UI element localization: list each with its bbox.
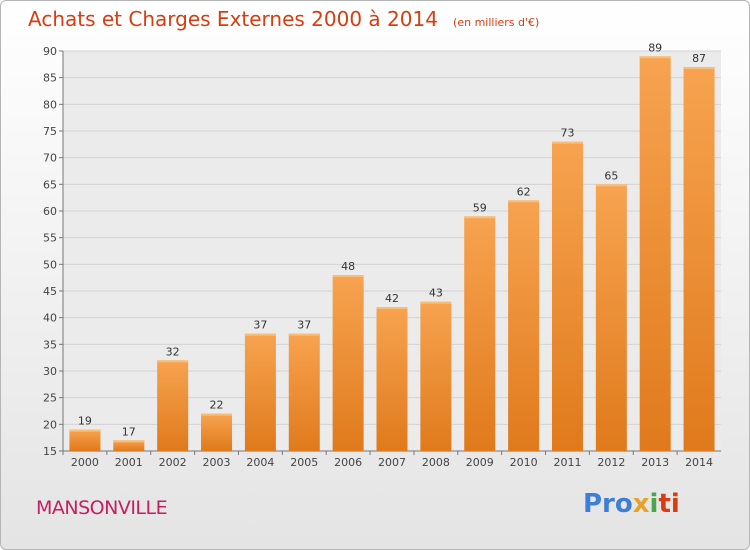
bar-top-highlight bbox=[288, 333, 320, 336]
logo-part-3: i bbox=[649, 489, 659, 519]
x-tick-label: 2004 bbox=[246, 456, 274, 469]
bar bbox=[420, 301, 452, 451]
y-tick-label: 65 bbox=[43, 178, 57, 191]
bar bbox=[376, 307, 408, 451]
data-label: 37 bbox=[297, 319, 311, 332]
data-label: 17 bbox=[122, 425, 136, 438]
bar-top-highlight bbox=[113, 440, 145, 443]
y-tick-label: 15 bbox=[43, 445, 57, 458]
bar bbox=[157, 360, 189, 451]
bar-top-highlight bbox=[201, 413, 233, 416]
bar bbox=[288, 333, 320, 451]
bar-top-highlight bbox=[244, 333, 276, 336]
bar bbox=[69, 429, 101, 451]
bar bbox=[639, 56, 671, 451]
y-tick-label: 40 bbox=[43, 312, 57, 325]
bar-top-highlight bbox=[639, 56, 671, 59]
data-label: 48 bbox=[341, 260, 355, 273]
bar-top-highlight bbox=[683, 67, 715, 69]
y-tick-label: 75 bbox=[43, 125, 57, 138]
bar-top-highlight bbox=[595, 184, 627, 187]
y-tick-label: 90 bbox=[43, 45, 57, 58]
data-label: 37 bbox=[253, 319, 267, 332]
title-row: Achats et Charges Externes 2000 à 2014 (… bbox=[28, 7, 539, 31]
x-tick-label: 2003 bbox=[203, 456, 231, 469]
chart-subtitle: (en milliers d'€) bbox=[453, 16, 540, 29]
bar bbox=[595, 184, 627, 452]
chart-title: Achats et Charges Externes 2000 à 2014 bbox=[28, 7, 438, 31]
data-label: 22 bbox=[210, 399, 224, 412]
bar bbox=[201, 413, 233, 451]
y-tick-label: 30 bbox=[43, 365, 57, 378]
x-tick-label: 2014 bbox=[685, 456, 713, 469]
x-tick-label: 2006 bbox=[334, 456, 362, 469]
data-label: 87 bbox=[692, 52, 706, 65]
bar-top-highlight bbox=[376, 307, 408, 309]
data-label: 62 bbox=[517, 185, 531, 198]
y-tick-label: 55 bbox=[43, 232, 57, 245]
x-tick-label: 2008 bbox=[422, 456, 450, 469]
x-tick-label: 2000 bbox=[71, 456, 99, 469]
data-label: 59 bbox=[473, 201, 487, 214]
bar-top-highlight bbox=[332, 275, 364, 277]
bar-top-highlight bbox=[508, 200, 540, 203]
y-tick-label: 60 bbox=[43, 205, 57, 218]
bar bbox=[464, 216, 496, 451]
x-tick-label: 2005 bbox=[290, 456, 318, 469]
bar bbox=[683, 67, 715, 451]
y-tick-label: 20 bbox=[43, 418, 57, 431]
bar-top-highlight bbox=[551, 141, 583, 144]
x-tick-label: 2013 bbox=[641, 456, 669, 469]
y-tick-label: 85 bbox=[43, 72, 57, 85]
logo-part-2: x bbox=[632, 489, 650, 519]
x-tick-label: 2009 bbox=[466, 456, 494, 469]
bar-top-highlight bbox=[464, 216, 496, 219]
bar-top-highlight bbox=[420, 301, 452, 304]
y-tick-label: 70 bbox=[43, 152, 57, 165]
bar-top-highlight bbox=[69, 429, 101, 432]
bar-top-highlight bbox=[157, 360, 189, 363]
y-tick-label: 50 bbox=[43, 258, 57, 271]
logo-part-4: ti bbox=[658, 489, 680, 519]
x-tick-label: 2007 bbox=[378, 456, 406, 469]
bar bbox=[332, 275, 364, 451]
y-tick-label: 25 bbox=[43, 392, 57, 405]
place-name: MANSONVILLE bbox=[36, 497, 168, 519]
data-label: 89 bbox=[648, 41, 662, 54]
data-label: 73 bbox=[560, 127, 574, 140]
logo-part-1: Pro bbox=[583, 489, 633, 519]
proxiti-logo: Proxiti bbox=[583, 489, 680, 519]
x-tick-label: 2001 bbox=[115, 456, 143, 469]
x-tick-label: 2002 bbox=[159, 456, 187, 469]
x-tick-label: 2011 bbox=[553, 456, 581, 469]
data-label: 43 bbox=[429, 287, 443, 300]
bar bbox=[244, 333, 276, 451]
y-tick-label: 35 bbox=[43, 338, 57, 351]
data-label: 65 bbox=[604, 169, 618, 182]
data-label: 32 bbox=[166, 345, 180, 358]
data-label: 19 bbox=[78, 415, 92, 428]
y-tick-label: 45 bbox=[43, 285, 57, 298]
bar bbox=[551, 141, 583, 451]
y-tick-label: 80 bbox=[43, 98, 57, 111]
x-tick-label: 2010 bbox=[510, 456, 538, 469]
x-tick-label: 2012 bbox=[597, 456, 625, 469]
data-label: 42 bbox=[385, 292, 399, 305]
bar bbox=[508, 200, 540, 451]
bar bbox=[113, 440, 145, 451]
